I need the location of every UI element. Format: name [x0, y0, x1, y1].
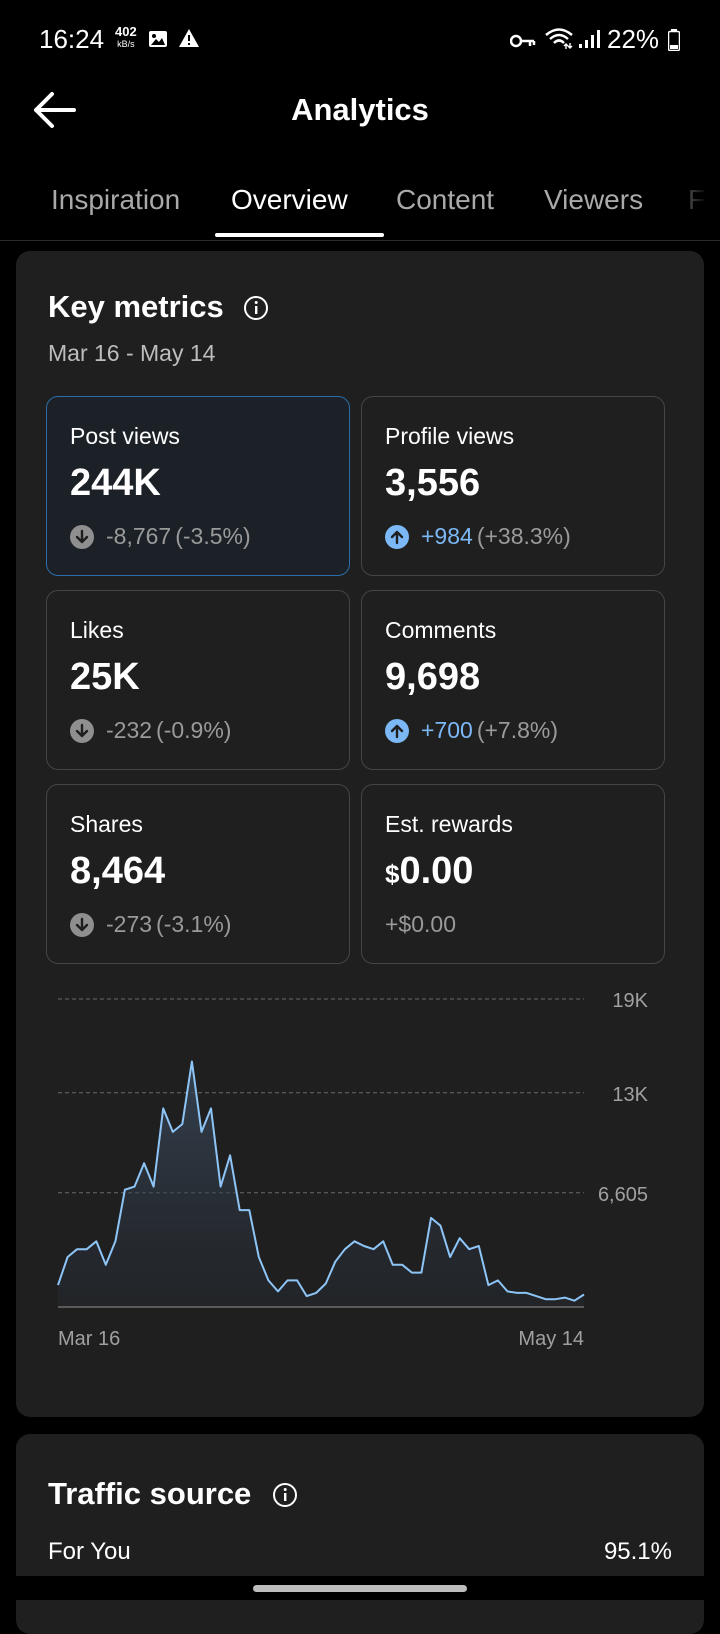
arrow-down-icon [70, 912, 94, 937]
metric-percent: (+7.8%) [476, 717, 558, 743]
warning-icon [179, 29, 199, 47]
metric-label: Shares [70, 811, 143, 837]
metric-comments[interactable]: Comments 9,698 +700 (+7.8%) [361, 590, 665, 770]
arrow-up-icon [385, 524, 409, 549]
wifi-icon [545, 28, 573, 49]
x-tick-label: Mar 16 [58, 1328, 120, 1350]
traffic-source-percent: 95.1% [603, 1538, 672, 1565]
tab-viewers[interactable]: Viewers [544, 184, 644, 215]
metric-delta: +984 [421, 523, 473, 549]
metric-change: -273 (-3.1%) [70, 911, 231, 938]
metric-change: -232 (-0.9%) [70, 717, 231, 744]
status-bar: 16:24 402 kB/s 22% [0, 0, 720, 80]
tab-inspiration[interactable]: Inspiration [51, 184, 181, 215]
metric-delta: -232 [106, 717, 153, 743]
battery-level: 22% [607, 24, 660, 54]
metric-profile-views[interactable]: Profile views 3,556 +984 (+38.3%) [361, 396, 665, 576]
chart-area [58, 1061, 584, 1307]
info-icon[interactable] [243, 295, 269, 321]
metric-value: 25K [70, 656, 140, 698]
arrow-down-icon [70, 718, 94, 743]
y-tick-label: 19K [612, 991, 648, 1012]
tab-content[interactable]: Content [396, 184, 495, 215]
metric-percent: (-0.9%) [156, 717, 232, 743]
page-title: Analytics [291, 92, 429, 127]
key-metrics-card: Key metrics Mar 16 - May 14 Post views 2… [16, 251, 704, 1417]
chart-series-line [57, 1060, 585, 1302]
metric-percent: (-3.1%) [156, 911, 232, 937]
y-tick-label: 13K [612, 1084, 648, 1106]
metric-change: +700 (+7.8%) [385, 717, 558, 744]
metric-label: Likes [70, 617, 124, 643]
metric-percent: (-3.5%) [175, 523, 251, 549]
gallery-icon [149, 31, 167, 47]
traffic-source-card: Traffic source For You 95.1% [16, 1434, 704, 1634]
net-speed-value: 402 [115, 24, 137, 39]
y-tick-label: 6,605 [598, 1184, 648, 1206]
home-gesture-handle[interactable] [253, 1585, 467, 1592]
key-metrics-title: Key metrics [48, 289, 224, 324]
metric-est-rewards[interactable]: Est. rewards $0.00 +$0.00 [361, 784, 665, 964]
metric-label: Profile views [385, 423, 515, 449]
back-arrow-icon[interactable] [30, 88, 78, 132]
metric-label: Est. rewards [385, 811, 513, 837]
metric-post-views[interactable]: Post views 244K -8,767 (-3.5%) [46, 396, 350, 576]
info-icon[interactable] [272, 1482, 298, 1508]
vpn-key-icon [510, 34, 536, 48]
metric-value: 3,556 [385, 462, 481, 504]
net-speed: 402 kB/s [115, 24, 137, 50]
metric-shares[interactable]: Shares 8,464 -273 (-3.1%) [46, 784, 350, 964]
currency-symbol: $ [385, 859, 400, 889]
active-tab-indicator [215, 233, 384, 237]
metric-change: +984 (+38.3%) [385, 523, 571, 550]
tab-overflow-fade [660, 170, 720, 238]
x-tick-label: May 14 [518, 1328, 584, 1350]
signal-icon [579, 30, 600, 48]
metric-label: Post views [70, 423, 180, 449]
metric-change: +$0.00 [385, 911, 460, 938]
metric-label: Comments [385, 617, 497, 643]
metric-delta: -8,767 [106, 523, 172, 549]
metric-value-number: 0.00 [399, 850, 474, 892]
metric-value: 9,698 [385, 656, 481, 698]
metric-change: -8,767 (-3.5%) [70, 523, 251, 550]
status-time: 16:24 [39, 24, 105, 54]
metric-value: $0.00 [385, 850, 473, 893]
metric-value: 244K [70, 462, 161, 504]
arrow-up-icon [385, 718, 409, 743]
battery-icon [668, 29, 680, 51]
metric-percent: (+38.3%) [476, 523, 571, 549]
post-views-chart: 19K 13K 6,605 Mar 16 May 14 [57, 991, 649, 1350]
system-nav-bar [0, 1576, 720, 1600]
net-speed-unit: kB/s [117, 39, 135, 49]
traffic-source-label: For You [48, 1538, 131, 1565]
arrow-down-icon [70, 524, 94, 549]
date-range: Mar 16 - May 14 [48, 340, 216, 366]
metric-value: 8,464 [70, 850, 166, 892]
metric-likes[interactable]: Likes 25K -232 (-0.9%) [46, 590, 350, 770]
traffic-row: For You 95.1% [48, 1538, 672, 1566]
tab-overview[interactable]: Overview [231, 184, 348, 215]
metric-delta: -273 [106, 911, 153, 937]
traffic-source-title: Traffic source [48, 1476, 252, 1511]
metric-delta: +$0.00 [385, 911, 456, 937]
tab-bar: Inspiration Overview Content Viewers F [0, 170, 720, 241]
metric-delta: +700 [421, 717, 473, 743]
